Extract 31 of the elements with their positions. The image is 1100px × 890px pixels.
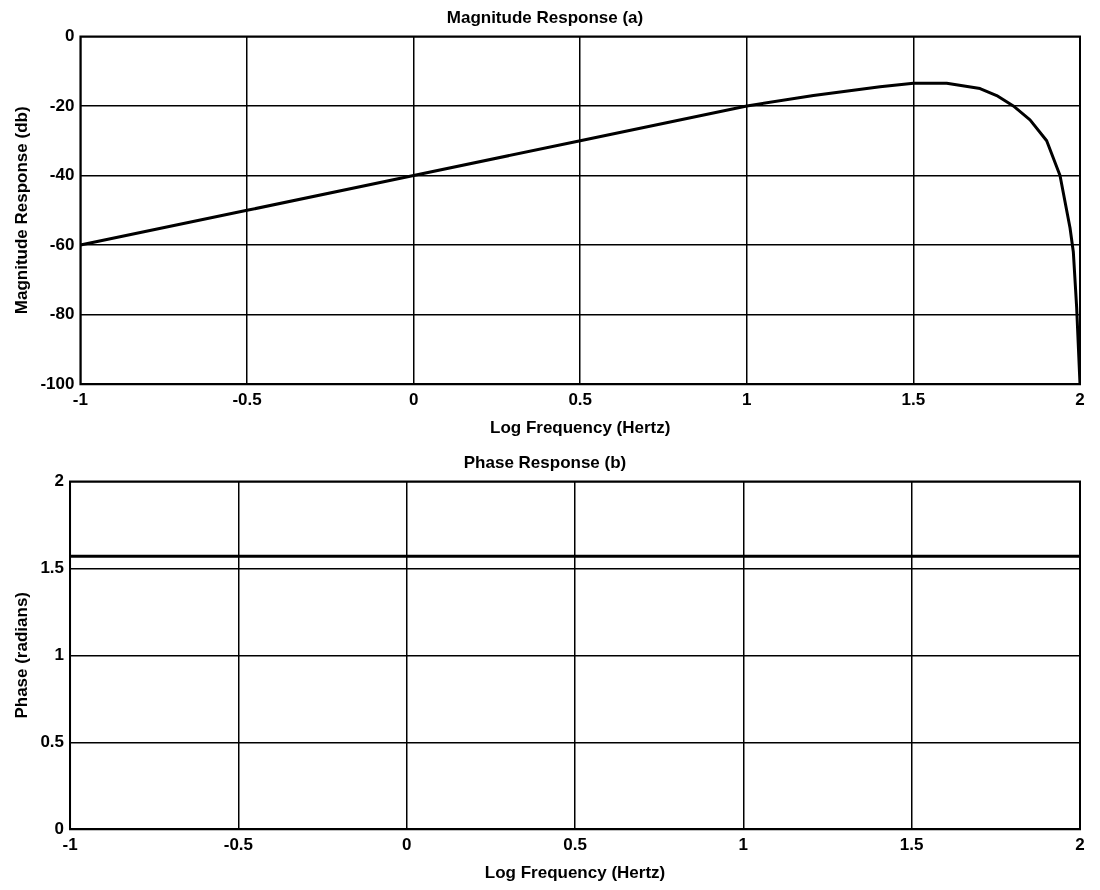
y-tick-label: 0.5: [40, 731, 65, 751]
x-axis-title: Log Frequency (Hertz): [484, 863, 666, 883]
x-tick-label: -1: [62, 835, 78, 855]
x-tick-label: 2: [1075, 835, 1085, 855]
x-tick-label: 0.5: [568, 390, 593, 410]
x-tick-label: 0: [408, 390, 419, 410]
y-tick-label: -100: [40, 373, 75, 393]
y-tick-label: -20: [49, 95, 75, 115]
x-tick-label: -0.5: [223, 835, 254, 855]
y-tick-label: 2: [54, 471, 65, 491]
y-tick-label: 1: [54, 644, 65, 664]
x-tick-label: 1: [738, 835, 749, 855]
chart-title: Phase Response (b): [463, 452, 627, 472]
x-tick-label: 1.5: [899, 835, 924, 855]
y-tick-label: -60: [49, 234, 75, 254]
y-tick-label: -40: [49, 165, 75, 185]
chart-title: Magnitude Response (a): [446, 7, 644, 27]
x-tick-label: 1: [742, 390, 752, 410]
y-tick-label: 0: [64, 26, 75, 46]
x-tick-label: -0.5: [232, 390, 262, 410]
y-tick-label: 1.5: [40, 558, 65, 578]
x-axis-title: Log Frequency (Hertz): [490, 418, 671, 438]
x-tick-label: -1: [72, 390, 88, 410]
x-tick-label: 1.5: [901, 390, 926, 410]
x-tick-label: 2: [1075, 390, 1085, 410]
y-tick-label: -80: [49, 304, 75, 324]
y-axis-title: Magnitude Response (db): [11, 106, 31, 315]
y-axis-title: Phase (radians): [11, 592, 31, 719]
y-tick-label: 0: [54, 818, 65, 838]
x-tick-label: 0: [401, 835, 412, 855]
x-tick-label: 0.5: [563, 835, 587, 855]
